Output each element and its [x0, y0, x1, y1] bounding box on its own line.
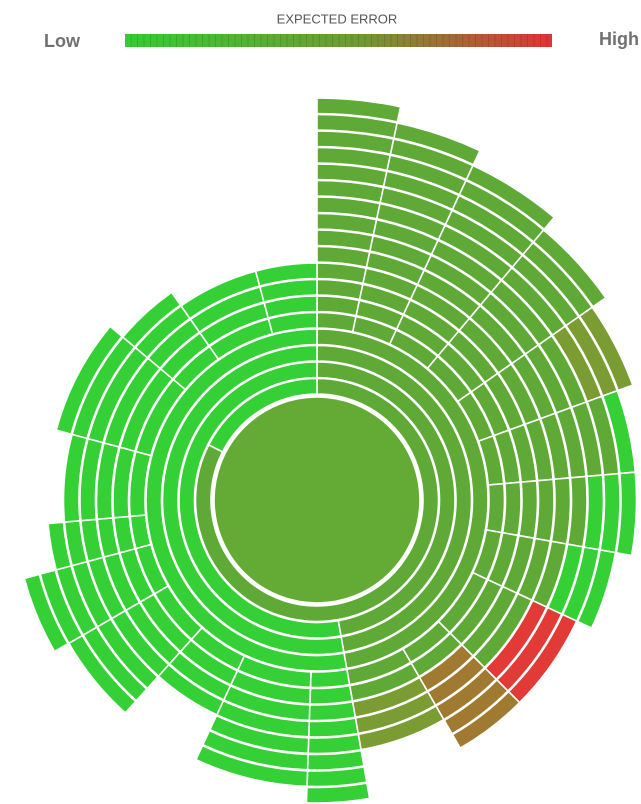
sunburst-segment	[451, 690, 521, 750]
legend-segments	[130, 34, 548, 47]
sunburst-segment	[39, 569, 84, 645]
legend-title: EXPECTED ERROR	[277, 11, 398, 26]
sunburst-segment	[517, 479, 539, 540]
sunburst-segment	[161, 344, 345, 656]
sunburst-segment	[263, 295, 318, 319]
sunburst-root	[213, 396, 421, 604]
legend-gradient	[125, 34, 552, 47]
sunburst-segment	[194, 744, 309, 788]
sunburst-segment	[532, 228, 607, 308]
sunburst-segment	[121, 291, 182, 349]
sunburst-segment	[258, 278, 318, 303]
sunburst-segment	[201, 729, 309, 771]
sunburst-segment	[615, 471, 638, 557]
sunburst-segment	[207, 377, 318, 453]
sunburst-segment	[465, 164, 556, 231]
sunburst-segment	[485, 482, 506, 534]
sunburst-segment	[316, 97, 402, 123]
sunburst-segment	[267, 311, 318, 335]
sunburst-segment	[566, 475, 588, 548]
legend-low: Low	[44, 31, 81, 51]
sunburst-segment	[534, 478, 555, 543]
sunburst-segment	[309, 668, 351, 689]
sunburst-segment	[47, 521, 73, 571]
sunburst-segment	[55, 325, 124, 436]
sunburst-segment	[309, 684, 354, 705]
sunburst-segment	[305, 782, 371, 804]
sunburst-segment	[23, 573, 70, 653]
sunburst-segment	[576, 548, 617, 630]
sunburst-segment	[316, 311, 357, 333]
sunburst-segment	[254, 262, 318, 288]
sunburst-segment	[145, 328, 348, 672]
sunburst-segment	[307, 717, 360, 738]
sunburst-segment	[178, 361, 342, 639]
sunburst-segment	[308, 700, 357, 722]
sunburst-segment	[307, 733, 362, 755]
sunburst-segment	[443, 678, 510, 735]
sunburst-segment	[208, 714, 310, 755]
sunburst-segment	[392, 121, 481, 166]
sunburst-segment	[578, 306, 634, 392]
legend-high: High	[599, 29, 639, 49]
sunburst-segment	[501, 481, 522, 537]
sunburst	[23, 97, 638, 804]
sunburst-segment	[550, 477, 572, 545]
